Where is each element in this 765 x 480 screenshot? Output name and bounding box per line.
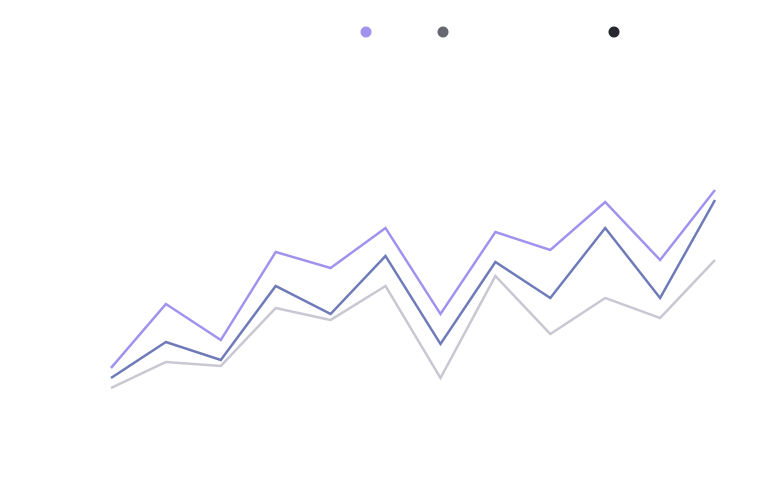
legend-marker-2[interactable] [437, 26, 449, 38]
series-line-3 [110, 259, 716, 390]
series-lines [110, 189, 717, 390]
legend [360, 26, 620, 38]
legend-marker-3[interactable] [608, 26, 620, 38]
legend-marker-1[interactable] [360, 26, 372, 38]
series-line-2 [110, 199, 717, 380]
series-line-1 [110, 189, 716, 369]
